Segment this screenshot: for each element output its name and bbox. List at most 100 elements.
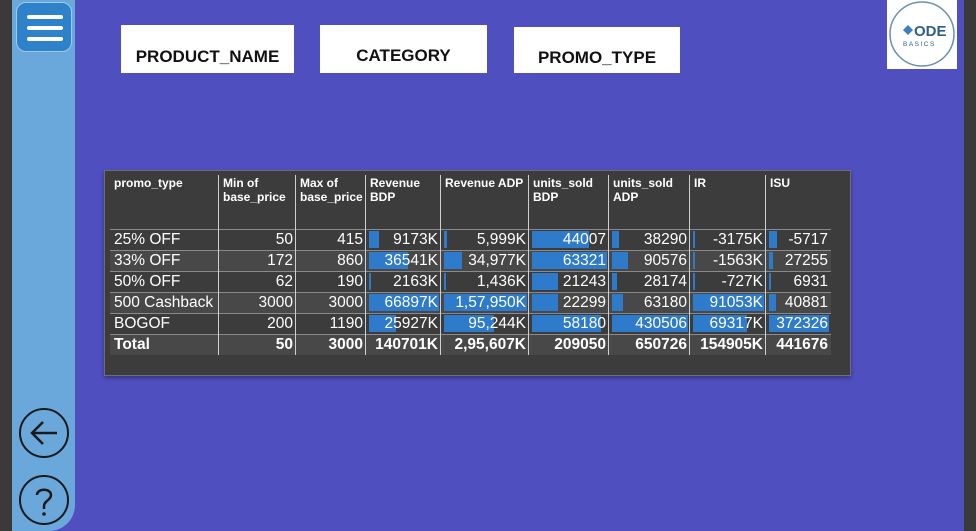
column-divider: [440, 175, 441, 355]
cell-revenue-bdp: 66897K: [366, 292, 441, 313]
row-divider: [110, 229, 831, 230]
cell-value: 3000: [328, 336, 363, 353]
column-header-promo-type[interactable]: promo_type: [114, 176, 183, 190]
cell-value: 200: [267, 315, 293, 332]
cell-value: 62: [275, 273, 293, 290]
cell-revenue-bdp: 36541K: [366, 250, 441, 271]
cell-revenue-bdp: 25927K: [366, 313, 441, 334]
cell-value: 209050: [554, 336, 606, 353]
hamburger-menu-icon: [27, 15, 63, 41]
data-bar: [369, 273, 371, 290]
total-row[interactable]: Total 50 3000 140701K 2,95,607K 209050 650726 1…: [110, 334, 831, 355]
back-button[interactable]: [19, 408, 69, 458]
cell-value: 58180: [562, 315, 606, 332]
data-bar: [532, 252, 607, 269]
cell-value: 50: [275, 336, 293, 353]
row-divider: [110, 271, 831, 272]
cell-isu: 6931: [766, 271, 831, 292]
cell-revenue-bdp: 140701K: [366, 334, 441, 355]
table-row[interactable]: 500 Cashback 3000 3000 66897K 1,57,950K 22299…: [110, 292, 831, 313]
data-bar: [693, 273, 695, 290]
data-bar: [532, 273, 558, 290]
data-bar: [769, 231, 777, 248]
table-row[interactable]: BOGOF 200 1190 25927K 95,244K 58180 430506 6931…: [110, 313, 831, 334]
table-row[interactable]: 33% OFF 172 860 36541K 34,977K 63321 90576 -156…: [110, 250, 831, 271]
cell-value: Total: [114, 336, 150, 353]
logo-text-basics: BASICS: [903, 41, 936, 48]
category-slicer[interactable]: CATEGORY: [320, 25, 487, 73]
column-divider: [689, 175, 690, 355]
cell-value: 63321: [562, 252, 606, 269]
column-header-units-sold-bdp[interactable]: units_sold BDP: [533, 176, 594, 204]
data-bar: [612, 252, 628, 269]
window-frame-right: [964, 0, 976, 531]
cell-max-base-price: 190: [296, 271, 366, 292]
cell-promo-type: BOGOF: [110, 313, 219, 334]
cell-revenue-bdp: 9173K: [366, 229, 441, 250]
cell-ir: 154905K: [690, 334, 766, 355]
data-bar: [369, 294, 439, 311]
cell-promo-type: Total: [110, 334, 219, 355]
cell-units-sold-adp: 90576: [609, 250, 690, 271]
column-header-revenue-adp[interactable]: Revenue ADP: [445, 176, 524, 190]
menu-button[interactable]: [16, 2, 72, 52]
row-divider: [110, 292, 831, 293]
cell-value: 28174: [643, 273, 687, 290]
cell-value: 95,244K: [468, 315, 526, 332]
data-bar: [532, 294, 558, 311]
cell-value: -5717: [788, 231, 828, 248]
row-divider: [110, 250, 831, 251]
cell-value: 860: [337, 252, 363, 269]
help-button[interactable]: [19, 475, 69, 525]
cell-value: 66897K: [384, 294, 438, 311]
cell-revenue-adp: 2,95,607K: [441, 334, 529, 355]
cell-value: 34,977K: [468, 252, 526, 269]
cell-value: 33% OFF: [114, 252, 181, 269]
cell-value: 650726: [635, 336, 687, 353]
data-bar: [444, 231, 447, 248]
cell-value: 3000: [328, 294, 363, 311]
cell-max-base-price: 415: [296, 229, 366, 250]
column-header-units-sold-adp[interactable]: units_sold ADP: [613, 176, 674, 204]
column-header-max-base-price[interactable]: Max of base_price: [300, 176, 363, 204]
cell-value: 91053K: [709, 294, 763, 311]
cell-units-sold-adp: 63180: [609, 292, 690, 313]
column-header-ir[interactable]: IR: [694, 176, 706, 190]
table-row[interactable]: 50% OFF 62 190 2163K 1,436K 21243 28174 -727K 69…: [110, 271, 831, 292]
column-header-min-base-price[interactable]: Min of base_price: [223, 176, 286, 204]
cell-max-base-price: 3000: [296, 334, 366, 355]
cell-value: 38290: [643, 231, 687, 248]
column-header-isu[interactable]: ISU: [770, 176, 791, 190]
cell-units-sold-bdp: 63321: [529, 250, 609, 271]
cell-units-sold-adp: 430506: [609, 313, 690, 334]
cell-isu: -5717: [766, 229, 831, 250]
data-bar: [612, 273, 617, 290]
cell-value: 500 Cashback: [114, 294, 214, 311]
cell-promo-type: 25% OFF: [110, 229, 219, 250]
cell-min-base-price: 200: [219, 313, 296, 334]
cell-value: 50: [275, 231, 293, 248]
cell-value: 6931: [793, 273, 828, 290]
cell-value: 21243: [562, 273, 606, 290]
cell-value: 5,999K: [476, 231, 526, 248]
cell-ir: -727K: [690, 271, 766, 292]
cell-max-base-price: 3000: [296, 292, 366, 313]
data-bar: [532, 315, 601, 332]
cell-min-base-price: 172: [219, 250, 296, 271]
cell-revenue-adp: 95,244K: [441, 313, 529, 334]
product-name-slicer[interactable]: PRODUCT_NAME: [121, 25, 294, 73]
cell-promo-type: 33% OFF: [110, 250, 219, 271]
cell-min-base-price: 50: [219, 334, 296, 355]
table-row[interactable]: 25% OFF 50 415 9173K 5,999K 44007 38290 -3175K -…: [110, 229, 831, 250]
column-header-revenue-bdp[interactable]: Revenue BDP: [370, 176, 421, 204]
cell-value: 154905K: [700, 336, 763, 353]
cell-min-base-price: 62: [219, 271, 296, 292]
cell-revenue-adp: 5,999K: [441, 229, 529, 250]
data-bar: [769, 252, 773, 269]
cell-ir: -3175K: [690, 229, 766, 250]
cell-units-sold-adp: 38290: [609, 229, 690, 250]
cell-ir: -1563K: [690, 250, 766, 271]
promo-type-slicer[interactable]: PROMO_TYPE: [514, 27, 680, 73]
cell-value: 44007: [562, 231, 606, 248]
cell-value: 172: [267, 252, 293, 269]
